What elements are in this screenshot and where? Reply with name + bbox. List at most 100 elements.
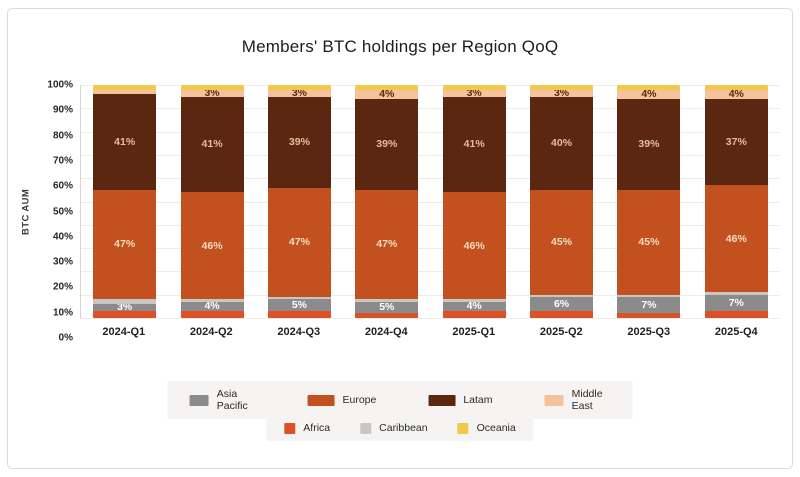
bar-segment-middle_east: 3% (442, 88, 506, 98)
y-tick-label: 100% (47, 79, 73, 91)
segment-value-label: 4% (641, 88, 657, 101)
bar-segment-oceania (93, 85, 157, 90)
bar-segment-africa (355, 313, 419, 318)
bar-segment-europe: 47% (93, 189, 157, 300)
legend-label: Oceania (476, 422, 516, 434)
segment-value-label: 46% (201, 239, 223, 252)
bar-segment-caribbean (93, 299, 157, 305)
chart-title: Members' BTC holdings per Region QoQ (241, 37, 559, 56)
stacked-bar: 7% 46% 37% 4% (704, 85, 768, 318)
bar-segment-middle_east: 4% (617, 88, 681, 101)
gridline (81, 154, 780, 156)
bar-segment-africa (442, 311, 506, 318)
x-axis-labels: 2024-Q1 2024-Q2 2024-Q3 2024-Q4 2025-Q1 2025-… (80, 326, 780, 338)
segment-value-label: 4% (466, 300, 482, 313)
bar-segment-caribbean (180, 299, 244, 302)
chart-card: Members' BTC holdings per Region QoQ BTC… (7, 8, 793, 469)
stacked-bar: 4% 46% 41% 3% (442, 85, 506, 318)
gridline (81, 271, 780, 273)
bar-segment-asia_pacific: 7% (617, 297, 681, 314)
stacked-bar: 7% 45% 39% 4% (617, 85, 681, 318)
bar-column-2024-Q4: 5% 47% 39% 4% (343, 85, 430, 318)
legend-swatch-oceania (457, 422, 469, 434)
legend-row-secondary: Africa Caribbean Oceania (266, 415, 534, 441)
legend-item-latam: Latam (428, 394, 493, 406)
segment-value-label: 47% (376, 238, 398, 251)
segment-value-label: 4% (728, 88, 744, 101)
y-axis-title: BTC AUM (20, 188, 32, 235)
y-tick-label: 0% (58, 332, 73, 344)
bar-segment-caribbean (355, 299, 419, 302)
bar-column-2025-Q3: 7% 45% 39% 4% (605, 85, 692, 318)
x-tick-label: 2025-Q4 (714, 326, 758, 338)
bar-segment-latam: 37% (704, 99, 768, 186)
segment-value-label: 4% (204, 300, 220, 313)
bar-segment-oceania (617, 85, 681, 90)
segment-value-label: 46% (463, 239, 485, 252)
y-tick-label: 40% (52, 231, 73, 243)
bar-segment-europe: 47% (267, 187, 331, 298)
legend-swatch-caribbean (360, 422, 372, 434)
y-tick-label: 30% (52, 256, 73, 268)
legend-label: Caribbean (379, 422, 428, 434)
legend-swatch-europe (307, 394, 335, 406)
bar-segment-latam: 41% (93, 94, 157, 190)
segment-value-label: 45% (638, 236, 660, 249)
y-tick-label: 80% (52, 130, 73, 142)
bar-segment-caribbean (442, 299, 506, 302)
x-tick-label: 2024-Q3 (277, 326, 321, 338)
bar-segment-latam: 40% (530, 96, 594, 190)
legend-item-middle_east: Middle East (544, 388, 611, 412)
segment-value-label: 5% (379, 301, 395, 314)
segment-value-label: 5% (291, 298, 308, 311)
x-tick-label: 2024-Q4 (364, 326, 408, 338)
bar-segment-middle_east: 3% (180, 88, 244, 98)
stacked-bar: 3% 47% 41% (93, 85, 157, 318)
bar-column-2025-Q2: 6% 45% 40% 3% (518, 85, 605, 318)
legend-label: Asia Pacific (216, 388, 248, 412)
x-tick-label: 2025-Q1 (452, 326, 496, 338)
legend-swatch-asia_pacific (189, 394, 209, 406)
bar-segment-africa (267, 311, 331, 318)
bar-segment-latam: 39% (617, 99, 681, 190)
segment-value-label: 39% (638, 138, 660, 151)
gridline (81, 318, 780, 319)
gridline (81, 178, 780, 180)
segment-value-label: 40% (551, 137, 573, 150)
segment-value-label: 37% (725, 135, 747, 148)
y-tick-label: 90% (52, 104, 73, 116)
bar-segment-europe: 46% (442, 192, 506, 300)
x-tick-label: 2024-Q1 (102, 326, 146, 338)
bar-segment-caribbean (704, 292, 768, 295)
legend-item-europe: Europe (307, 394, 376, 406)
bar-segment-caribbean (267, 297, 331, 300)
bar-segment-africa (617, 313, 681, 318)
stacked-bar: 4% 46% 41% 3% (180, 85, 244, 318)
legend-swatch-africa (284, 422, 296, 434)
y-tick-label: 50% (52, 206, 73, 217)
y-tick-label: 20% (52, 281, 73, 293)
legend-label: Middle East (571, 388, 603, 412)
x-tick-label: 2025-Q2 (539, 326, 583, 338)
x-tick-label: 2024-Q2 (189, 326, 233, 338)
bar-segment-caribbean (617, 294, 681, 298)
bar-segment-middle_east (93, 89, 157, 95)
bars-container: 3% 47% 41% 4% 46% 41% 3% 5% 47% 39% 3% 5% 47% 39% 4% 4%… (81, 85, 780, 318)
stacked-bar: 6% 45% 40% 3% (530, 85, 594, 318)
bar-column-2025-Q4: 7% 46% 37% 4% (693, 85, 780, 318)
bar-segment-asia_pacific: 4% (180, 300, 244, 313)
y-tick-label: 60% (52, 180, 73, 192)
bar-segment-asia_pacific: 3% (93, 302, 157, 312)
legend-label: Europe (342, 394, 377, 406)
segment-value-label: 39% (376, 138, 398, 151)
bar-segment-oceania (180, 85, 244, 90)
stacked-bar: 5% 47% 39% 4% (355, 85, 419, 318)
bar-segment-africa (180, 311, 244, 318)
gridline (81, 131, 780, 133)
segment-value-label: 45% (551, 236, 573, 249)
bar-segment-oceania (530, 85, 594, 90)
y-tick-label: 10% (52, 307, 73, 319)
bar-segment-middle_east: 4% (355, 89, 419, 99)
plot-area: 3% 47% 41% 4% 46% 41% 3% 5% 47% 39% 3% 5% 47% 39% 4% 4%… (80, 85, 780, 319)
y-tick-label: 70% (52, 155, 73, 167)
